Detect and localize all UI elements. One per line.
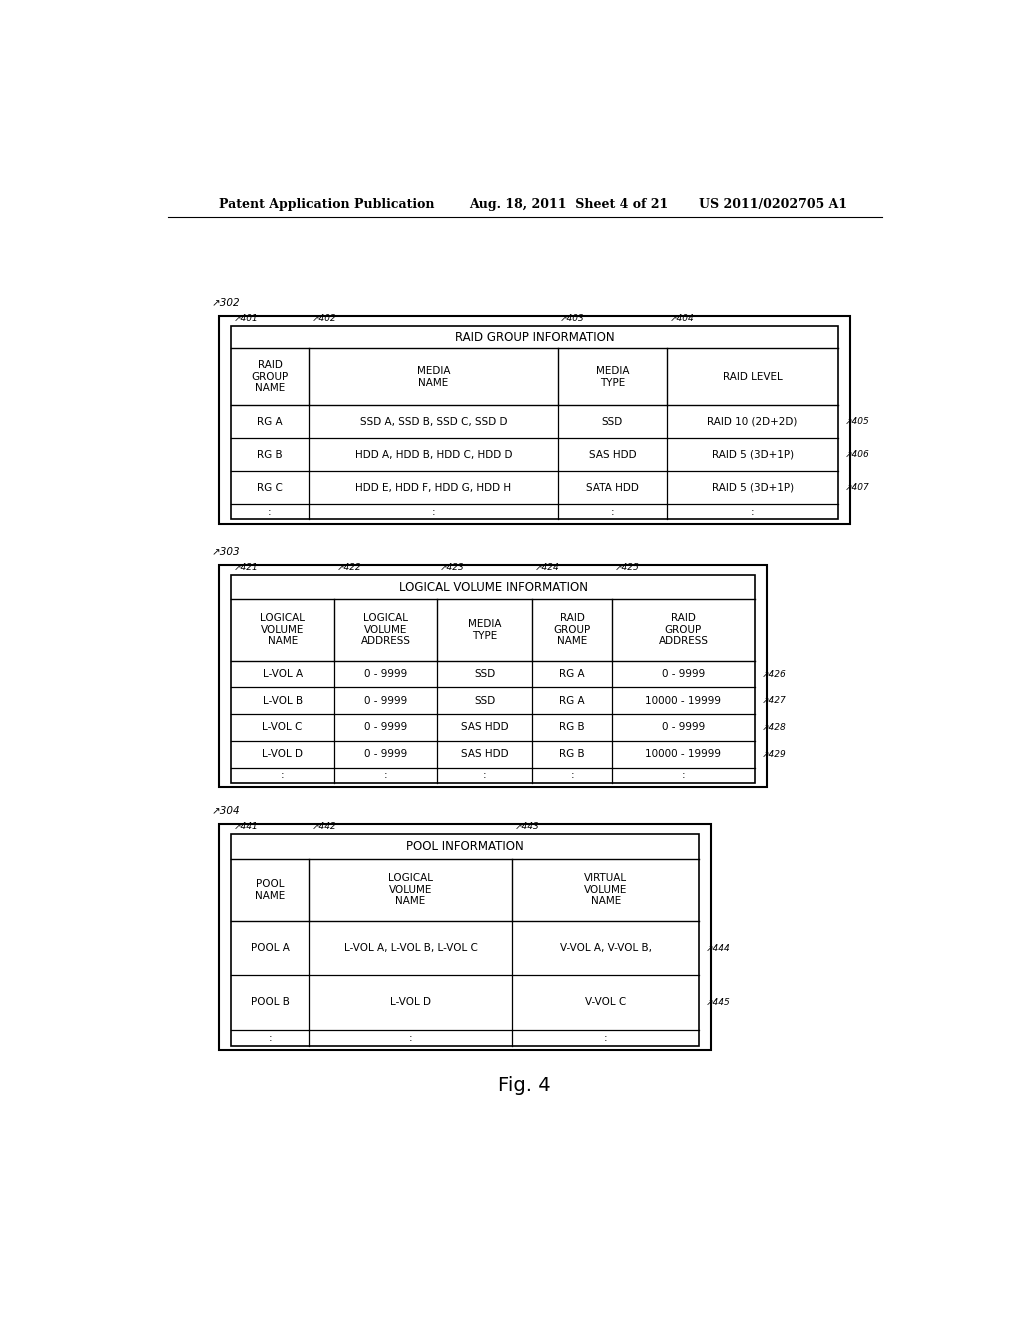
Text: ↗401: ↗401 (233, 314, 258, 323)
Bar (231, 326, 839, 519)
Text: :: : (281, 771, 285, 780)
Text: ↗421: ↗421 (233, 564, 258, 572)
Text: US 2011/0202705 A1: US 2011/0202705 A1 (699, 198, 848, 211)
Text: ↗443: ↗443 (514, 822, 540, 832)
Text: Patent Application Publication: Patent Application Publication (219, 198, 435, 211)
Bar (219, 824, 712, 1049)
Text: Aug. 18, 2011  Sheet 4 of 21: Aug. 18, 2011 Sheet 4 of 21 (469, 198, 669, 211)
Text: ↗427: ↗427 (761, 696, 786, 705)
Text: SSD: SSD (602, 417, 623, 426)
Text: HDD E, HDD F, HDD G, HDD H: HDD E, HDD F, HDD G, HDD H (355, 483, 511, 492)
Text: 0 - 9999: 0 - 9999 (662, 669, 706, 678)
Text: 0 - 9999: 0 - 9999 (364, 750, 408, 759)
Text: L-VOL C: L-VOL C (262, 722, 303, 733)
Text: L-VOL D: L-VOL D (262, 750, 303, 759)
Text: VIRTUAL
VOLUME
NAME: VIRTUAL VOLUME NAME (584, 874, 628, 907)
Text: MEDIA
TYPE: MEDIA TYPE (468, 619, 502, 640)
Text: :: : (751, 507, 755, 517)
Text: ↗426: ↗426 (761, 669, 786, 678)
Text: SAS HDD: SAS HDD (461, 722, 509, 733)
Text: SAS HDD: SAS HDD (589, 450, 636, 459)
Text: ↗441: ↗441 (233, 822, 258, 832)
Text: 10000 - 19999: 10000 - 19999 (645, 750, 722, 759)
Text: LOGICAL
VOLUME
NAME: LOGICAL VOLUME NAME (260, 614, 305, 647)
Text: RG A: RG A (559, 696, 585, 706)
Text: ↗442: ↗442 (311, 822, 336, 832)
Text: L-VOL A, L-VOL B, L-VOL C: L-VOL A, L-VOL B, L-VOL C (344, 942, 477, 953)
Text: L-VOL D: L-VOL D (390, 998, 431, 1007)
Text: ↗302: ↗302 (211, 298, 240, 308)
Text: POOL INFORMATION: POOL INFORMATION (407, 840, 524, 853)
Text: 0 - 9999: 0 - 9999 (364, 696, 408, 706)
Text: RAID
GROUP
NAME: RAID GROUP NAME (554, 614, 591, 647)
Text: POOL B: POOL B (251, 998, 290, 1007)
Text: RG C: RG C (257, 483, 283, 492)
Text: HDD A, HDD B, HDD C, HDD D: HDD A, HDD B, HDD C, HDD D (354, 450, 512, 459)
Text: MEDIA
NAME: MEDIA NAME (417, 366, 451, 388)
Text: RAID GROUP INFORMATION: RAID GROUP INFORMATION (455, 331, 614, 343)
Text: :: : (604, 1032, 607, 1043)
Text: RG B: RG B (559, 750, 585, 759)
Text: ↗403: ↗403 (560, 314, 585, 323)
Bar (231, 576, 755, 784)
Text: RAID LEVEL: RAID LEVEL (723, 372, 782, 381)
Text: V-VOL C: V-VOL C (585, 998, 627, 1007)
Text: :: : (570, 771, 574, 780)
Text: :: : (268, 1032, 272, 1043)
Text: ↗404: ↗404 (670, 314, 694, 323)
Text: V-VOL A, V-VOL B,: V-VOL A, V-VOL B, (560, 942, 651, 953)
Text: ↗423: ↗423 (439, 564, 464, 572)
Text: 0 - 9999: 0 - 9999 (364, 722, 408, 733)
Text: :: : (409, 1032, 413, 1043)
Text: SAS HDD: SAS HDD (461, 750, 509, 759)
Text: :: : (431, 507, 435, 517)
Text: POOL A: POOL A (251, 942, 290, 953)
Text: ↗405: ↗405 (845, 417, 869, 426)
Text: L-VOL A: L-VOL A (262, 669, 303, 678)
Text: RAID 5 (3D+1P): RAID 5 (3D+1P) (712, 450, 794, 459)
Text: ↗444: ↗444 (706, 944, 730, 953)
Text: 0 - 9999: 0 - 9999 (364, 669, 408, 678)
Text: RG A: RG A (257, 417, 283, 426)
Text: LOGICAL
VOLUME
NAME: LOGICAL VOLUME NAME (388, 874, 433, 907)
Text: RG B: RG B (257, 450, 283, 459)
Text: ↗407: ↗407 (845, 483, 869, 492)
Text: RAID
GROUP
ADDRESS: RAID GROUP ADDRESS (658, 614, 709, 647)
Text: RAID 10 (2D+2D): RAID 10 (2D+2D) (708, 417, 798, 426)
Bar (231, 834, 699, 1045)
Text: SSD: SSD (474, 696, 496, 706)
Text: ↗429: ↗429 (761, 750, 786, 759)
Text: ↗406: ↗406 (845, 450, 869, 459)
Text: ↗303: ↗303 (211, 546, 240, 557)
Text: ↗304: ↗304 (211, 807, 240, 816)
Bar (219, 315, 850, 524)
Text: MEDIA
TYPE: MEDIA TYPE (596, 366, 629, 388)
Bar (219, 565, 767, 787)
Text: :: : (682, 771, 685, 780)
Text: RG B: RG B (559, 722, 585, 733)
Text: ↗424: ↗424 (535, 564, 560, 572)
Text: :: : (384, 771, 387, 780)
Text: LOGICAL
VOLUME
ADDRESS: LOGICAL VOLUME ADDRESS (360, 614, 411, 647)
Text: :: : (483, 771, 486, 780)
Text: SSD A, SSD B, SSD C, SSD D: SSD A, SSD B, SSD C, SSD D (359, 417, 507, 426)
Text: SSD: SSD (474, 669, 496, 678)
Text: ↗402: ↗402 (311, 314, 336, 323)
Text: ↗445: ↗445 (706, 998, 730, 1007)
Text: ↗422: ↗422 (337, 564, 361, 572)
Text: POOL
NAME: POOL NAME (255, 879, 286, 900)
Text: L-VOL B: L-VOL B (262, 696, 303, 706)
Text: :: : (610, 507, 614, 517)
Text: ↗425: ↗425 (614, 564, 639, 572)
Text: SATA HDD: SATA HDD (586, 483, 639, 492)
Text: RAID 5 (3D+1P): RAID 5 (3D+1P) (712, 483, 794, 492)
Text: 10000 - 19999: 10000 - 19999 (645, 696, 722, 706)
Text: Fig. 4: Fig. 4 (499, 1076, 551, 1094)
Text: RG A: RG A (559, 669, 585, 678)
Text: ↗428: ↗428 (761, 723, 786, 731)
Text: 0 - 9999: 0 - 9999 (662, 722, 706, 733)
Text: :: : (268, 507, 271, 517)
Text: RAID
GROUP
NAME: RAID GROUP NAME (252, 360, 289, 393)
Text: LOGICAL VOLUME INFORMATION: LOGICAL VOLUME INFORMATION (398, 581, 588, 594)
